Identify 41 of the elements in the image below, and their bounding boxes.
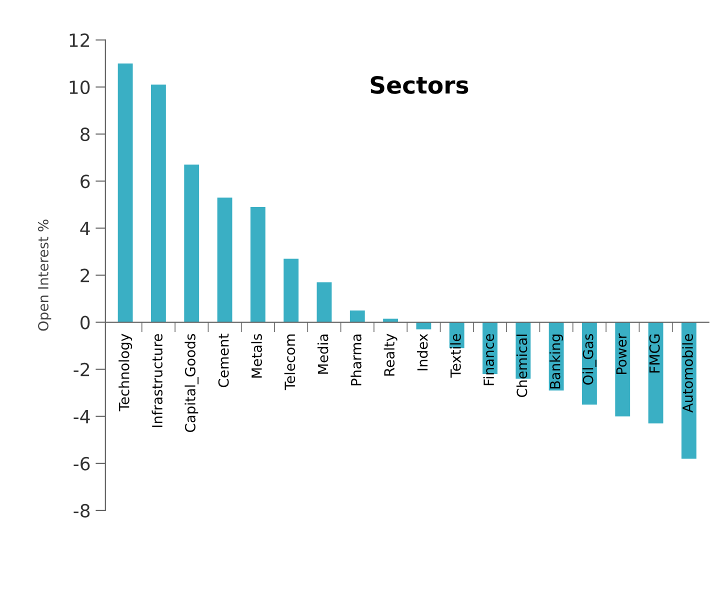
bar — [217, 198, 232, 322]
x-tick-label: Telecom — [284, 334, 296, 390]
bar — [250, 206, 266, 322]
x-tick-label: Capital_Goods — [184, 334, 199, 432]
x-tick-label: Realty — [384, 334, 398, 376]
x-tick-label: Infrastructure — [152, 334, 162, 428]
x-tick-label: Power — [616, 333, 627, 374]
x-tick-label: Index — [416, 334, 428, 370]
x-tick-label: Oil_Gas — [582, 334, 596, 385]
x-tick-label: Textile — [450, 334, 461, 378]
y-tick-label: 10 — [70, 80, 90, 94]
y-tick-label: 2 — [80, 268, 90, 282]
y-tick-label: 12 — [70, 33, 90, 47]
y-tick-label: 0 — [80, 316, 90, 330]
bar — [350, 310, 365, 322]
bar — [316, 282, 332, 322]
bar — [284, 258, 299, 322]
bar — [151, 84, 166, 322]
x-tick-label: Technology — [118, 334, 132, 412]
y-tick-label: 8 — [80, 128, 90, 142]
x-tick-label: Automobile — [682, 334, 693, 413]
y-tick-label: -6 — [74, 456, 90, 471]
text: Sectors — [370, 76, 468, 94]
y-tick-label: -8 — [74, 504, 90, 518]
x-tick-label: Media — [318, 334, 328, 374]
x-tick-label: Chemical — [516, 334, 528, 398]
y-tick-label: 4 — [80, 222, 90, 236]
x-tick-label: FMCG — [649, 334, 660, 372]
x-tick-label: Metals — [251, 334, 262, 378]
x-tick-label: Banking — [550, 334, 564, 388]
bar — [184, 164, 200, 322]
x-tick-label: Cement — [218, 334, 229, 388]
y-tick-label: 6 — [80, 174, 90, 188]
x-tick-label: Finance — [483, 334, 494, 386]
bar — [118, 64, 133, 322]
y-tick-label: -2 — [74, 362, 90, 376]
y-axis-title: Open Interest % — [38, 220, 52, 331]
y-tick-label: -4 — [74, 410, 90, 424]
bar — [416, 322, 432, 330]
bar — [615, 322, 630, 416]
x-tick-label: Pharma — [350, 334, 362, 386]
